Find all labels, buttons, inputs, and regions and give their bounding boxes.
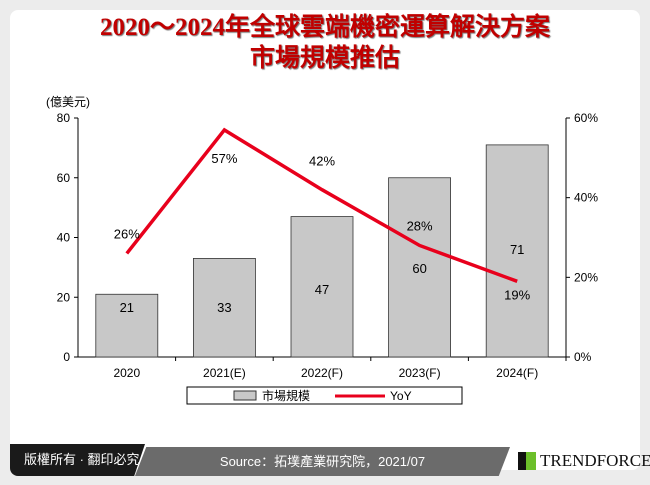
x-tick-label: 2024(F) bbox=[496, 366, 538, 380]
title-line-1: 2020～2024年全球雲端機密運算解決方案 bbox=[99, 14, 550, 41]
brand-name: TRENDFORCE bbox=[540, 451, 650, 470]
right-tick-label: 60% bbox=[574, 111, 598, 125]
y-axis-label: (億美元) bbox=[46, 95, 90, 109]
bar-2021(E) bbox=[192, 258, 256, 358]
x-tick-label: 2022(F) bbox=[301, 366, 343, 380]
legend-box bbox=[186, 386, 463, 405]
right-tick-label: 40% bbox=[574, 191, 598, 205]
left-tick-label: 0 bbox=[63, 350, 70, 364]
bar-2020 bbox=[95, 293, 159, 358]
bar-2024(F) bbox=[485, 144, 549, 358]
x-tick-label: 2020 bbox=[113, 366, 140, 380]
legend-bar-label: 市場規模 bbox=[262, 388, 310, 403]
chart-svg: (億美元) 0 20 40 60 80 0% 20% 40% 60% 2020 2021(E) 2022… bbox=[46, 95, 598, 405]
bar-value-label: 21 bbox=[120, 300, 134, 315]
yoy-value-label: 28% bbox=[407, 218, 433, 233]
yoy-value-label: 57% bbox=[211, 151, 237, 166]
left-tick-label: 60 bbox=[57, 171, 71, 185]
bar-value-label: 47 bbox=[315, 282, 329, 297]
chart-title: 2020～2024年全球雲端機密運算解決方案 市場規模推估 bbox=[0, 12, 650, 74]
bar-value-label: 60 bbox=[412, 261, 426, 276]
bar-value-label: 71 bbox=[510, 242, 524, 257]
legend-line-label: YoY bbox=[390, 389, 412, 403]
left-tick-label: 20 bbox=[57, 290, 71, 304]
bar-2022(F) bbox=[290, 216, 354, 358]
yoy-value-label: 42% bbox=[309, 154, 335, 169]
right-tick-label: 0% bbox=[574, 350, 592, 364]
x-tick-label: 2023(F) bbox=[399, 366, 441, 380]
left-tick-label: 80 bbox=[57, 111, 71, 125]
title-line-2: 市場規模推估 bbox=[249, 45, 400, 72]
left-tick-label: 40 bbox=[57, 231, 71, 245]
bar-2023(F) bbox=[388, 177, 452, 358]
yoy-value-label: 26% bbox=[114, 226, 140, 241]
x-tick-label: 2021(E) bbox=[203, 366, 246, 380]
right-tick-label: 20% bbox=[574, 270, 598, 284]
yoy-value-label: 19% bbox=[504, 287, 530, 302]
yoy-line bbox=[125, 127, 518, 283]
bar-value-label: 33 bbox=[217, 300, 231, 315]
footer: 版權所有 · 翻印必究 Source：拓墣產業研究院，2021/07 TREND… bbox=[10, 444, 650, 476]
source-note: Source：拓墣產業研究院，2021/07 bbox=[135, 447, 510, 476]
legend-bar-swatch bbox=[233, 390, 257, 401]
logo-mark-icon bbox=[518, 452, 536, 470]
trendforce-logo: TRENDFORCE bbox=[518, 448, 650, 474]
copyright-notice: 版權所有 · 翻印必究 bbox=[10, 444, 145, 476]
